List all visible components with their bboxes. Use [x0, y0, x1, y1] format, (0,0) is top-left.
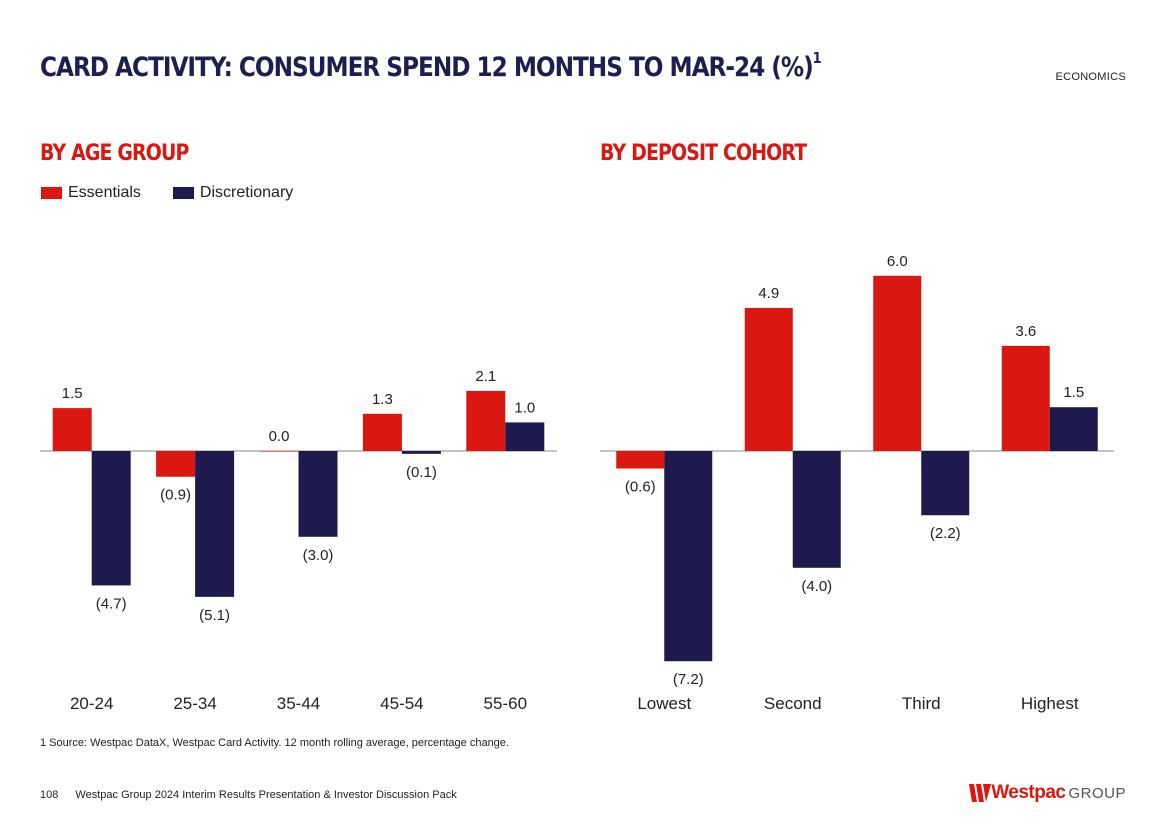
legend-item-discretionary: Discretionary [172, 184, 294, 202]
category-label-35-44: 35-44 [277, 694, 320, 713]
bar-essentials-45-54 [362, 413, 402, 451]
bar-discretionary-35-44 [298, 451, 338, 537]
bar-essentials-highest [1001, 345, 1050, 451]
data-label-essentials-55-60: 2.1 [475, 368, 496, 385]
category-label-third: Third [902, 694, 941, 713]
chart-title-deposit-cohort: BY DEPOSIT COHORT [600, 141, 807, 166]
data-label-discretionary-25-34: (5.1) [199, 607, 230, 624]
section-label: ECONOMICS [1055, 71, 1126, 83]
legend-label-discretionary: Discretionary [199, 184, 294, 201]
legend-label-essentials: Essentials [68, 184, 141, 201]
footer: 108 Westpac Group 2024 Interim Results P… [40, 789, 457, 801]
footer-text: Westpac Group 2024 Interim Results Prese… [75, 789, 457, 801]
bar-discretionary-20-24 [91, 451, 131, 586]
bar-essentials-55-60 [466, 390, 506, 451]
data-label-discretionary-highest: 1.5 [1063, 384, 1084, 401]
bar-essentials-second [744, 307, 793, 451]
chart-legend: Essentials Discretionary [41, 184, 325, 202]
page-title-text: CARD ACTIVITY: CONSUMER SPEND 12 MONTHS … [40, 52, 814, 83]
bar-essentials-35-44 [259, 451, 299, 452]
page-number: 108 [40, 789, 59, 801]
data-label-discretionary-lowest: (7.2) [673, 671, 704, 688]
footnote: 1 Source: Westpac DataX, Westpac Card Ac… [40, 737, 509, 749]
legend-swatch-discretionary [172, 187, 194, 199]
logo-group: GROUP [1068, 784, 1126, 802]
bar-essentials-third [873, 275, 922, 451]
chart-title-age-group: BY AGE GROUP [40, 141, 189, 166]
bar-discretionary-55-60 [505, 422, 545, 451]
data-label-discretionary-20-24: (4.7) [96, 595, 127, 612]
data-label-essentials-lowest: (0.6) [625, 479, 656, 496]
bar-essentials-20-24 [52, 408, 92, 451]
data-label-discretionary-45-54: (0.1) [406, 464, 437, 481]
data-label-essentials-35-44: 0.0 [269, 428, 290, 445]
data-label-discretionary-second: (4.0) [801, 578, 832, 595]
data-label-discretionary-55-60: 1.0 [514, 399, 535, 416]
data-label-essentials-45-54: 1.3 [372, 391, 393, 408]
category-label-55-60: 55-60 [484, 694, 527, 713]
westpac-logo: Westpac GROUP [969, 782, 1126, 804]
title-footnote-marker: 1 [812, 49, 822, 67]
category-label-lowest: Lowest [637, 694, 691, 713]
deposit-cohort-chart: (0.6) (7.2) Lowest 4.9 (4.0) Second 6.0 (2.2) Th… [600, 253, 1114, 713]
data-label-discretionary-35-44: (3.0) [303, 547, 334, 564]
bar-essentials-lowest [616, 451, 665, 469]
page-title: CARD ACTIVITY: CONSUMER SPEND 12 MONTHS … [40, 49, 822, 83]
westpac-w-icon [969, 784, 992, 802]
bar-discretionary-second [792, 451, 841, 568]
category-label-second: Second [764, 694, 822, 713]
category-label-25-34: 25-34 [173, 694, 216, 713]
data-label-essentials-25-34: (0.9) [160, 487, 191, 504]
logo-brand: Westpac [991, 782, 1066, 803]
category-label-highest: Highest [1021, 694, 1079, 713]
bar-discretionary-25-34 [195, 451, 235, 597]
data-label-essentials-second: 4.9 [758, 285, 779, 302]
category-label-45-54: 45-54 [380, 694, 423, 713]
age-group-chart: 1.5 (4.7) 20-24 (0.9) (5.1) 25-34 0.0 (3.0) 35-4… [40, 368, 557, 713]
data-label-essentials-20-24: 1.5 [62, 385, 83, 402]
bar-essentials-25-34 [156, 451, 196, 477]
legend-swatch-essentials [41, 187, 62, 199]
data-label-essentials-third: 6.0 [887, 253, 908, 270]
category-label-20-24: 20-24 [70, 694, 113, 713]
legend-item-essentials: Essentials [41, 184, 141, 202]
bar-discretionary-lowest [664, 451, 713, 662]
data-label-discretionary-third: (2.2) [930, 525, 961, 542]
bar-discretionary-45-54 [401, 451, 441, 454]
bar-discretionary-third [921, 451, 970, 516]
data-label-essentials-highest: 3.6 [1015, 323, 1036, 340]
bar-discretionary-highest [1049, 407, 1098, 451]
